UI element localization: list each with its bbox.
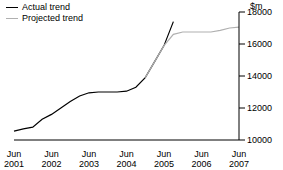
svg-text:Jun2005: Jun2005 bbox=[154, 149, 174, 169]
svg-text:Jun2006: Jun2006 bbox=[191, 149, 211, 169]
svg-text:Jun2007: Jun2007 bbox=[229, 149, 249, 169]
svg-text:10000: 10000 bbox=[247, 135, 272, 145]
svg-text:14000: 14000 bbox=[247, 71, 272, 81]
svg-text:Jun2003: Jun2003 bbox=[79, 149, 99, 169]
svg-text:Jun2004: Jun2004 bbox=[116, 149, 136, 169]
svg-text:Jun2001: Jun2001 bbox=[8, 149, 24, 169]
svg-text:16000: 16000 bbox=[247, 39, 272, 49]
svg-text:12000: 12000 bbox=[247, 103, 272, 113]
svg-text:Jun2002: Jun2002 bbox=[41, 149, 61, 169]
